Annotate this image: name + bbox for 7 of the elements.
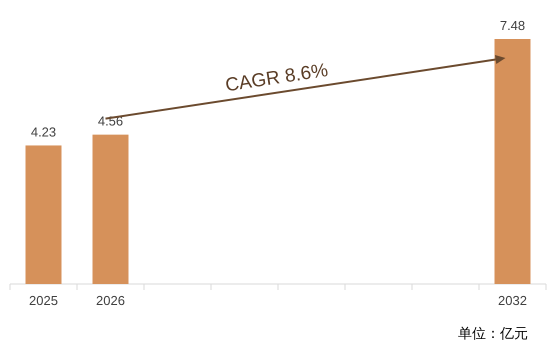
data-label: 7.48 — [500, 18, 526, 33]
x-tick-label: 2025 — [29, 293, 58, 308]
text: 单位：亿元 — [458, 325, 528, 341]
x-tick-label: 2032 — [498, 293, 527, 308]
x-tick-label: 2026 — [96, 293, 125, 308]
data-label: 4.23 — [30, 124, 56, 140]
annotation: CAGR 8.6% — [224, 60, 330, 96]
